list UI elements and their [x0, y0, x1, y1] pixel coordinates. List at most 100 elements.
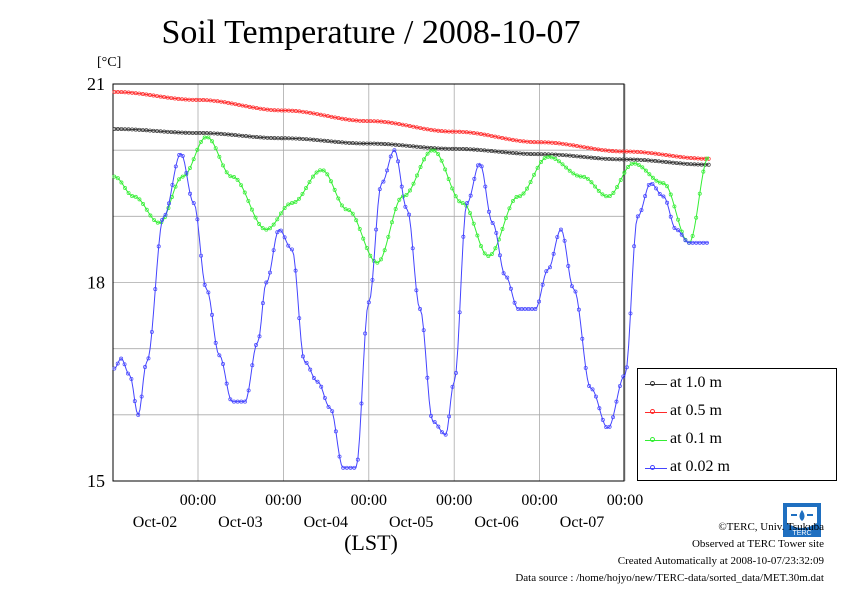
data-point — [667, 153, 672, 158]
data-point — [222, 132, 227, 137]
data-point — [676, 217, 681, 222]
data-point — [272, 136, 277, 141]
data-point — [315, 379, 320, 384]
data-point — [322, 395, 327, 400]
data-point — [528, 139, 533, 144]
data-point — [210, 139, 214, 144]
x-tick-date-label: Oct-05 — [389, 514, 433, 531]
data-point — [188, 191, 193, 196]
credit-created: Created Automatically at 2008-10-07/23:3… — [617, 555, 824, 567]
data-point — [144, 207, 149, 212]
data-point — [126, 127, 131, 132]
data-point — [141, 202, 146, 206]
data-point — [674, 154, 679, 159]
data-point — [582, 145, 587, 150]
data-point — [352, 465, 357, 470]
data-point — [699, 162, 704, 167]
data-point — [676, 228, 681, 233]
data-point — [446, 146, 451, 151]
data-point — [304, 186, 308, 191]
data-point — [325, 139, 330, 144]
x-tick-time-label: 00:00 — [521, 492, 557, 509]
data-point — [521, 139, 526, 144]
data-point — [518, 138, 522, 143]
data-point — [688, 162, 693, 167]
data-point — [628, 149, 633, 154]
data-point — [229, 132, 234, 137]
data-point — [573, 289, 578, 294]
data-point — [418, 307, 422, 311]
data-point — [370, 277, 375, 282]
data-point — [681, 155, 686, 160]
data-point — [604, 194, 609, 199]
data-point — [228, 174, 233, 179]
data-point — [354, 141, 359, 146]
data-point — [533, 307, 538, 311]
data-point — [414, 125, 419, 130]
data-point — [269, 136, 273, 140]
data-point — [493, 149, 498, 154]
data-point — [123, 90, 127, 95]
data-point — [546, 152, 551, 157]
data-point — [322, 138, 327, 143]
data-point — [661, 181, 666, 186]
data-point — [243, 399, 247, 404]
data-point — [525, 139, 530, 144]
data-point — [453, 194, 458, 199]
data-point — [247, 134, 252, 139]
data-point — [614, 399, 619, 404]
data-point — [697, 191, 702, 196]
data-point — [411, 144, 416, 149]
data-point — [321, 168, 326, 173]
data-point — [301, 109, 305, 114]
data-point — [692, 162, 697, 167]
data-point — [180, 153, 185, 158]
data-point — [503, 150, 508, 155]
data-point — [528, 180, 533, 185]
data-point — [631, 157, 636, 162]
logo-text: TERC — [792, 530, 811, 537]
data-point — [347, 208, 352, 213]
data-point — [201, 131, 206, 135]
data-point — [240, 103, 245, 108]
data-point — [436, 146, 441, 151]
data-point — [153, 287, 158, 292]
data-point — [176, 96, 181, 101]
data-point — [190, 97, 195, 102]
data-point — [596, 147, 601, 152]
data-point — [590, 387, 595, 392]
data-point — [447, 414, 452, 419]
data-point — [283, 108, 288, 113]
data-point — [589, 146, 594, 151]
data-point — [319, 384, 324, 389]
data-point — [668, 192, 673, 197]
data-point — [202, 282, 207, 287]
data-point — [314, 170, 319, 175]
data-point — [194, 97, 199, 102]
data-point — [162, 95, 167, 100]
data-point — [582, 155, 587, 159]
data-point — [407, 124, 412, 128]
data-point — [671, 160, 676, 165]
data-point — [490, 220, 495, 225]
data-point — [115, 361, 120, 366]
data-point — [514, 195, 519, 199]
legend-label: at 0.5 m — [670, 402, 722, 419]
data-point — [283, 136, 288, 141]
data-point — [119, 90, 124, 95]
data-point — [503, 136, 508, 141]
data-point — [297, 109, 302, 114]
data-point — [404, 123, 409, 128]
data-point — [615, 185, 620, 190]
data-point — [152, 218, 157, 223]
data-point — [123, 127, 127, 132]
data-point — [626, 165, 631, 169]
data-point — [212, 131, 216, 136]
data-point — [184, 170, 189, 175]
data-point — [173, 184, 178, 189]
data-point — [340, 116, 345, 121]
data-point — [535, 140, 540, 145]
data-point — [422, 157, 427, 162]
data-point — [599, 156, 604, 161]
data-point — [631, 149, 636, 154]
